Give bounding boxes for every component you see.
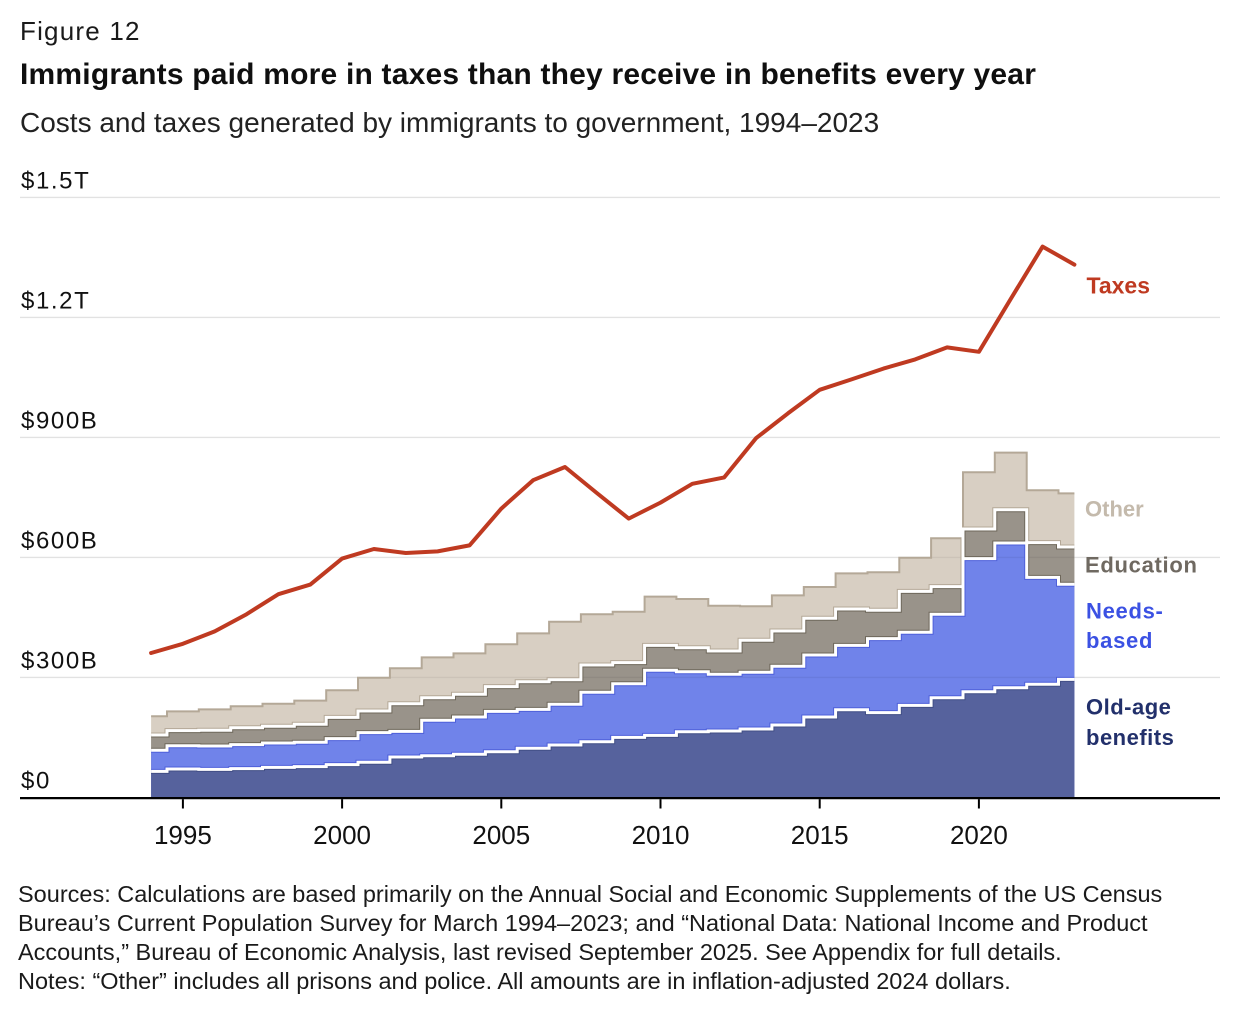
- svg-text:$1.5T: $1.5T: [21, 167, 90, 194]
- svg-text:Taxes: Taxes: [1087, 273, 1151, 299]
- svg-text:$0: $0: [21, 767, 51, 794]
- svg-text:2000: 2000: [313, 820, 371, 850]
- svg-text:$300B: $300B: [21, 647, 98, 674]
- svg-text:Needs-: Needs-: [1086, 599, 1164, 624]
- svg-text:2005: 2005: [472, 820, 530, 850]
- svg-text:Education: Education: [1085, 553, 1198, 578]
- svg-text:benefits: benefits: [1086, 725, 1174, 750]
- svg-text:$900B: $900B: [21, 407, 98, 434]
- svg-text:2020: 2020: [950, 820, 1008, 850]
- svg-text:1995: 1995: [154, 820, 212, 850]
- svg-text:2015: 2015: [791, 820, 849, 850]
- svg-text:$1.2T: $1.2T: [21, 287, 90, 314]
- svg-text:Old-age: Old-age: [1086, 695, 1171, 720]
- svg-text:based: based: [1086, 628, 1153, 653]
- svg-text:$600B: $600B: [21, 527, 98, 554]
- svg-text:Other: Other: [1085, 497, 1144, 522]
- svg-text:2010: 2010: [632, 820, 690, 850]
